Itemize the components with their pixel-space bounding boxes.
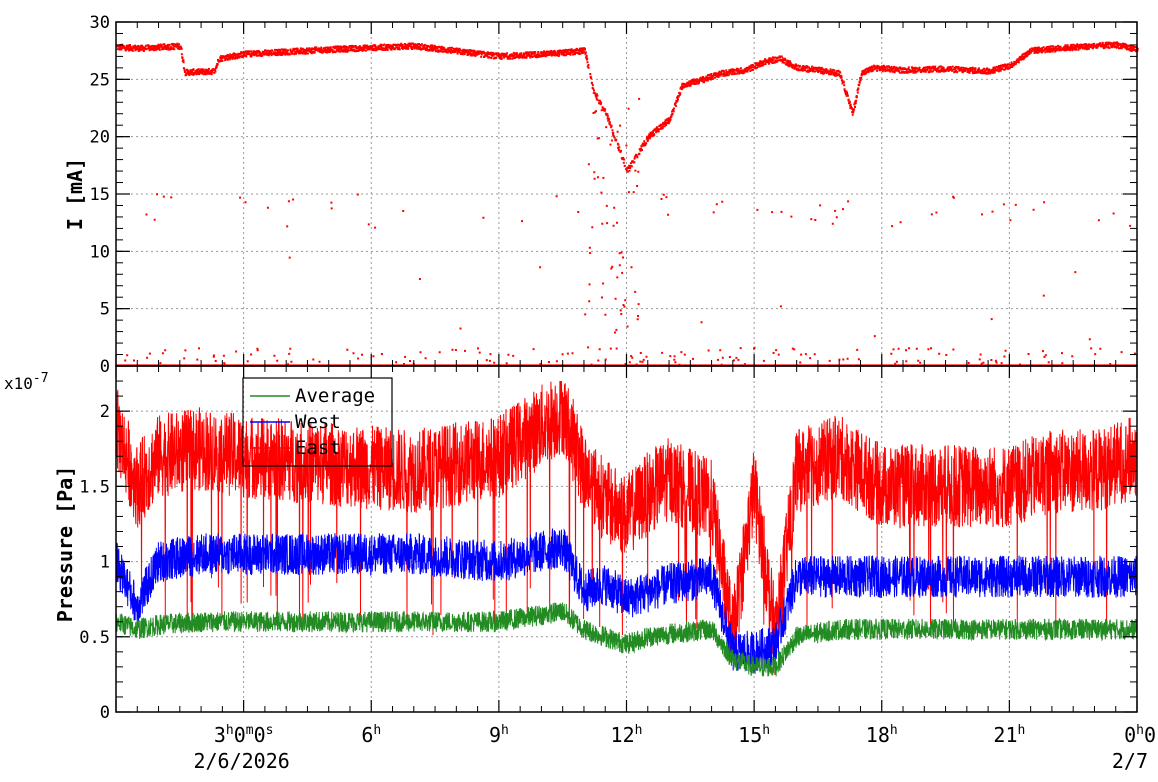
time-label: 12h: [611, 723, 643, 747]
pressure-line-west: [115, 528, 1138, 673]
y-tick-label: 25: [90, 70, 110, 90]
current-series: [116, 41, 1139, 367]
legend-label-east: East: [295, 437, 341, 459]
y-tick-label: 1.5: [79, 477, 110, 497]
end-date-label: 2/7: [1112, 749, 1148, 773]
time-label: 9h: [489, 723, 509, 747]
current-x-ticks: [115, 22, 1138, 366]
current-points: [116, 41, 1139, 367]
start-date-label: 2/6/2026: [193, 749, 289, 773]
y-tick-label: 0.5: [79, 628, 110, 648]
legend-label-average: Average: [295, 385, 375, 407]
pressure-line-east: [115, 380, 1138, 675]
y-tick-label: 10: [90, 242, 110, 262]
pressure-line-average: [115, 602, 1138, 677]
legend-box: [242, 377, 393, 467]
legend: Average West East: [242, 377, 393, 467]
pressure-y-exponent: x10-7: [4, 371, 49, 393]
y-tick-label: 0: [100, 703, 110, 723]
legend-label-west: West: [295, 411, 341, 433]
time-label: 6h: [361, 723, 381, 747]
y-tick-label: 5: [100, 300, 110, 320]
current-panel: 0 5 10 15 20 25 30 I [mA]: [63, 13, 1139, 377]
y-tick-label: 1: [100, 553, 110, 573]
time-label: 3h0m0s: [214, 723, 274, 747]
y-tick-label: 30: [90, 13, 110, 33]
time-label: 21h: [993, 723, 1025, 747]
y-tick-label: 15: [90, 185, 110, 205]
time-label: 15h: [738, 723, 770, 747]
pressure-y-axis: 0 0.5 1 1.5 2: [79, 380, 1137, 723]
current-y-axis-title: I [mA]: [63, 158, 87, 230]
y-tick-label: 0: [100, 357, 110, 377]
pressure-panel: 0 0.5 1 1.5 2 Pressure [Pa] x10-7: [4, 365, 1138, 723]
time-axis-labels: 3h0m0s 6h 9h 12h 15h 18h 21h 0h0: [214, 723, 1156, 747]
pressure-y-axis-title: Pressure [Pa]: [53, 466, 77, 623]
y-tick-label: 20: [90, 128, 110, 148]
y-tick-label: 2: [100, 402, 110, 422]
pressure-series: [115, 380, 1138, 677]
pressure-x-ticks: [115, 366, 1138, 712]
time-label: 0h0: [1124, 723, 1156, 747]
current-grid: [116, 22, 1137, 366]
time-label: 18h: [866, 723, 898, 747]
